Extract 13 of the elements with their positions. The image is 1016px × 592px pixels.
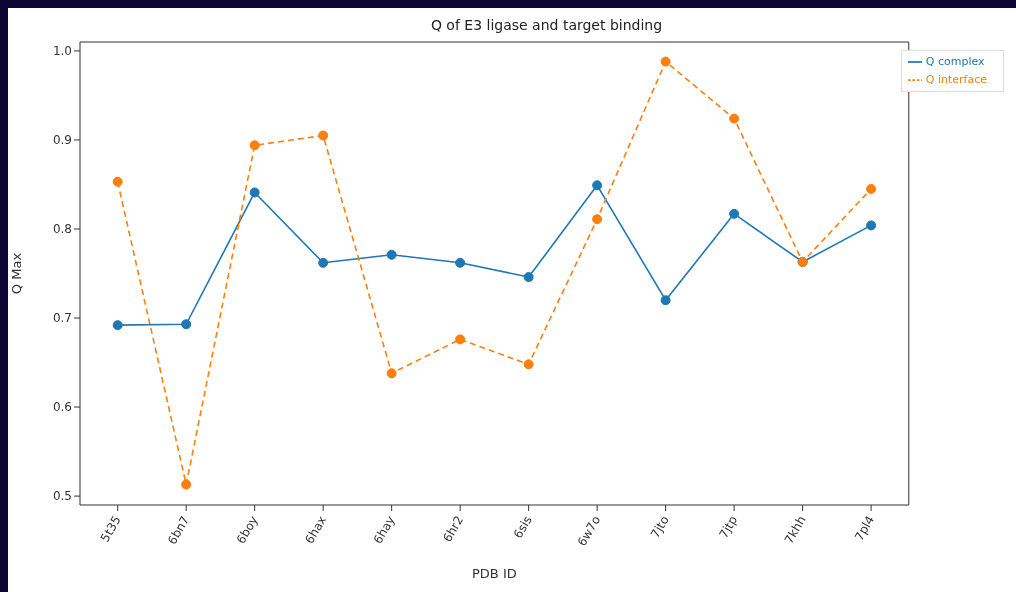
x-axis-title: PDB ID xyxy=(472,566,517,581)
chart-title: Q of E3 ligase and target binding xyxy=(429,17,664,33)
y-tick-label: 1.0 xyxy=(52,44,72,59)
legend-label: Q complex xyxy=(925,55,985,68)
y-tick-label: 0.6 xyxy=(52,400,72,415)
y-tick-label: 0.9 xyxy=(52,133,72,148)
y-tick-label: 0.5 xyxy=(52,489,72,504)
y-axis-title: Q Max xyxy=(8,252,24,295)
y-tick-label: 0.7 xyxy=(52,311,72,326)
legend-label: Q interface xyxy=(925,73,987,86)
y-tick-label: 0.8 xyxy=(52,222,72,237)
x-tick-label: 7jtp xyxy=(716,513,741,541)
x-tick-label: 7jto xyxy=(648,513,672,541)
